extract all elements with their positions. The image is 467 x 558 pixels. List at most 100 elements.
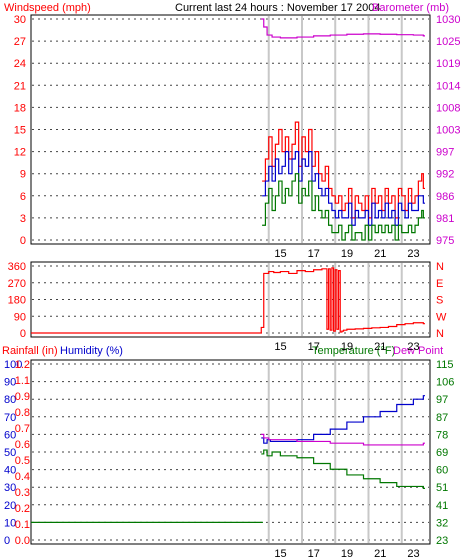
x-tick-label: 19 bbox=[341, 548, 353, 558]
y-left-tick-label: 20 bbox=[4, 500, 16, 512]
x-tick-label: 19 bbox=[341, 341, 353, 353]
y-right-tick-label: 992 bbox=[436, 169, 454, 181]
x-tick-label: 21 bbox=[374, 248, 386, 260]
x-tick-label: 15 bbox=[274, 548, 286, 558]
y-rain-tick-label: 0.3 bbox=[15, 487, 30, 499]
y-right-tick-label: N bbox=[436, 261, 444, 273]
x-tick-label: 23 bbox=[407, 341, 419, 353]
y-left-tick-label: 18 bbox=[14, 102, 26, 114]
windspeed-axis-title: Windspeed (mph) bbox=[4, 2, 91, 14]
panel-direction-series bbox=[31, 267, 426, 334]
y-left-tick-label: 360 bbox=[8, 261, 26, 273]
y-right-tick-label: 87 bbox=[436, 412, 448, 424]
x-tick-label: 23 bbox=[407, 548, 419, 558]
y-rain-tick-label: 0.9 bbox=[15, 391, 30, 403]
y-right-tick-label: 1014 bbox=[436, 80, 460, 92]
y-rain-tick-label: 0.0 bbox=[15, 535, 30, 547]
y-right-tick-label: 106 bbox=[436, 377, 454, 389]
x-tick-label: 15 bbox=[274, 341, 286, 353]
y-right-tick-label: 1008 bbox=[436, 102, 460, 114]
y-left-tick-label: 10 bbox=[4, 517, 16, 529]
y-right-tick-label: 32 bbox=[436, 517, 448, 529]
y-left-tick-label: 90 bbox=[14, 311, 26, 323]
y-left-tick-label: 0 bbox=[4, 535, 10, 547]
y-rain-tick-label: 0.6 bbox=[15, 439, 30, 451]
y-right-tick-label: S bbox=[436, 295, 443, 307]
series-red-line bbox=[31, 267, 426, 334]
y-right-tick-label: 1025 bbox=[436, 36, 460, 48]
y-rain-tick-label: 0.2 bbox=[15, 503, 30, 515]
panel-wind-series bbox=[261, 18, 426, 241]
y-rain-tick-label: 1.2 bbox=[15, 359, 30, 371]
chart-title: Current last 24 hours : November 17 2004 bbox=[175, 2, 380, 14]
x-tick-label: 21 bbox=[374, 548, 386, 558]
x-tick-label: 19 bbox=[341, 248, 353, 260]
y-left-tick-label: 27 bbox=[14, 36, 26, 48]
series-red-line bbox=[262, 121, 426, 219]
y-left-tick-label: 180 bbox=[8, 295, 26, 307]
dewpoint-axis-title: Dew Point bbox=[393, 345, 443, 357]
panel-wind-grid bbox=[32, 16, 429, 243]
y-rain-tick-label: 0.4 bbox=[15, 471, 30, 483]
x-tick-label: 17 bbox=[308, 341, 320, 353]
y-right-tick-label: 23 bbox=[436, 535, 448, 547]
y-right-tick-label: 975 bbox=[436, 235, 454, 247]
y-right-tick-label: 60 bbox=[436, 465, 448, 477]
y-left-tick-label: 15 bbox=[14, 125, 26, 137]
y-left-tick-label: 270 bbox=[8, 278, 26, 290]
y-rain-tick-label: 0.7 bbox=[15, 423, 30, 435]
y-right-tick-label: 41 bbox=[436, 500, 448, 512]
y-right-tick-label: 69 bbox=[436, 447, 448, 459]
y-left-tick-label: 90 bbox=[4, 377, 16, 389]
x-tick-label: 17 bbox=[308, 248, 320, 260]
humidity-axis-title: Humidity (%) bbox=[60, 345, 123, 357]
panel-temp-frame bbox=[30, 359, 431, 545]
y-left-tick-label: 80 bbox=[4, 394, 16, 406]
x-tick-label: 17 bbox=[308, 548, 320, 558]
y-rain-tick-label: 1.1 bbox=[15, 375, 30, 387]
y-right-tick-label: 97 bbox=[436, 394, 448, 406]
y-left-tick-label: 100 bbox=[4, 359, 22, 371]
y-rain-tick-label: 0.5 bbox=[15, 455, 30, 467]
y-left-tick-label: 12 bbox=[14, 147, 26, 159]
y-right-tick-label: 997 bbox=[436, 147, 454, 159]
y-left-tick-label: 3 bbox=[20, 213, 26, 225]
y-right-tick-label: 1019 bbox=[436, 58, 460, 70]
y-right-tick-label: 78 bbox=[436, 429, 448, 441]
y-rain-tick-label: 0.1 bbox=[15, 519, 30, 531]
series-green-line bbox=[262, 173, 426, 241]
y-right-tick-label: 115 bbox=[436, 359, 454, 371]
y-left-tick-label: 9 bbox=[20, 169, 26, 181]
y-right-tick-label: 986 bbox=[436, 191, 454, 203]
series-blue-line bbox=[261, 395, 426, 444]
panel-temp-grid bbox=[32, 361, 429, 543]
x-tick-label: 21 bbox=[374, 341, 386, 353]
y-right-tick-label: 981 bbox=[436, 213, 454, 225]
y-left-tick-label: 30 bbox=[14, 14, 26, 26]
y-right-tick-label: E bbox=[436, 278, 443, 290]
panel-direction-frame bbox=[30, 261, 431, 338]
y-left-tick-label: 70 bbox=[4, 412, 16, 424]
y-right-tick-label: 1003 bbox=[436, 125, 460, 137]
panel-wind-frame bbox=[30, 14, 431, 245]
series-blue-line bbox=[262, 151, 426, 226]
x-tick-label: 15 bbox=[274, 248, 286, 260]
y-left-tick-label: 0 bbox=[20, 328, 26, 340]
y-rain-tick-label: 0.8 bbox=[15, 407, 30, 419]
panel-temp-labels: 15 17 19 21 23 0 10 20 30 40 50 60 70 80 90 100 0.0 0.1 0.… bbox=[4, 359, 454, 558]
y-left-tick-label: 21 bbox=[14, 80, 26, 92]
y-left-tick-label: 24 bbox=[14, 58, 26, 70]
y-right-tick-label: W bbox=[436, 311, 447, 323]
y-right-tick-label: N bbox=[436, 328, 444, 340]
y-left-tick-label: 60 bbox=[4, 429, 16, 441]
barometer-axis-title: Barometer (mb) bbox=[372, 2, 449, 14]
series-magenta-line bbox=[261, 18, 426, 39]
y-left-tick-label: 40 bbox=[4, 465, 16, 477]
panel-direction-grid bbox=[32, 263, 429, 336]
rainfall-axis-title: Rainfall (in) bbox=[2, 345, 58, 357]
y-right-tick-label: 51 bbox=[436, 482, 448, 494]
series-magenta-line bbox=[261, 433, 426, 446]
y-right-tick-label: 1030 bbox=[436, 14, 460, 26]
